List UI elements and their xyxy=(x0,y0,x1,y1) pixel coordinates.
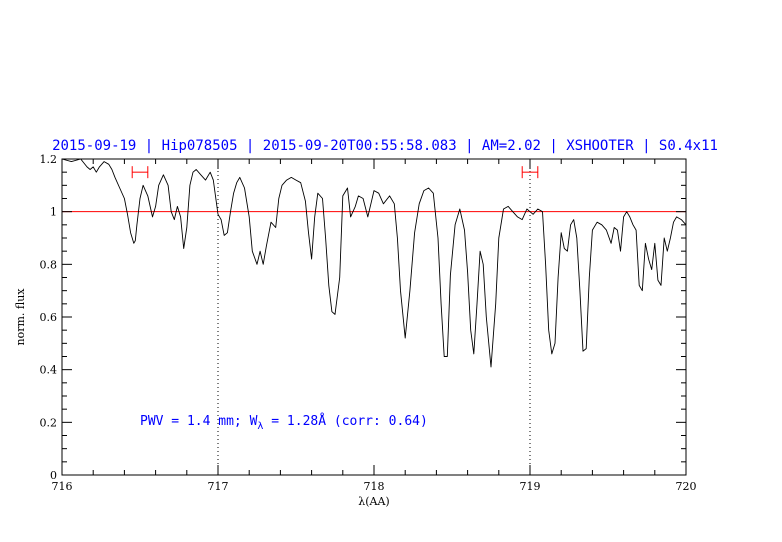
y-tick-label: 0.8 xyxy=(40,258,58,271)
y-tick-label: 0 xyxy=(50,469,57,482)
pwv-annotation: PWV = 1.4 mm; Wλ = 1.28Å (corr: 0.64) xyxy=(140,413,428,432)
interval-marker-0 xyxy=(131,166,149,179)
x-tick-label: 716 xyxy=(52,480,73,493)
y-axis-label: norm. flux xyxy=(14,288,27,346)
x-axis-label: λ(AA) xyxy=(358,495,389,508)
annotation-subscript: λ xyxy=(257,421,263,432)
interval-marker-1 xyxy=(521,166,539,179)
x-tick-label: 719 xyxy=(520,480,541,493)
y-tick-label: 1.2 xyxy=(40,153,58,166)
y-tick-label: 0.2 xyxy=(40,416,58,429)
x-tick-label: 718 xyxy=(364,480,385,493)
y-tick-label: 0.4 xyxy=(40,364,58,377)
x-tick-label: 717 xyxy=(208,480,229,493)
x-tick-label: 720 xyxy=(676,480,697,493)
axis-ticks: 716 717 718 719 720 0 0.2 0.4 0.6 0.8 1 1.2 xyxy=(40,153,697,493)
y-tick-label: 0.6 xyxy=(40,311,58,324)
plot-area xyxy=(61,158,687,475)
spectrum-line-0 xyxy=(61,158,687,368)
y-tick-label: 1 xyxy=(50,206,57,219)
annotation-prefix: PWV = 1.4 mm; W xyxy=(140,414,258,429)
annotation-suffix: = 1.28Å (corr: 0.64) xyxy=(263,413,427,429)
chart-title: 2015-09-19 | Hip078505 | 2015-09-20T00:5… xyxy=(52,138,718,154)
